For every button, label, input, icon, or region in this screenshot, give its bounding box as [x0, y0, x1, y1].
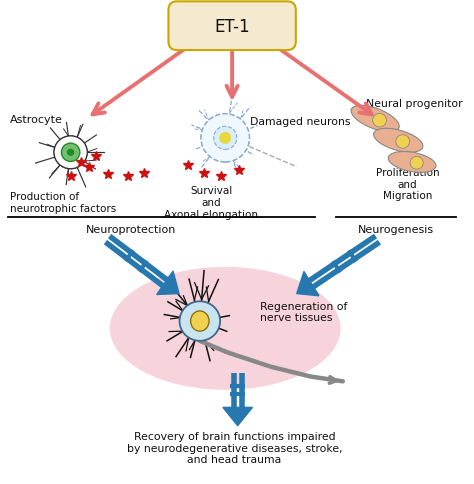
Ellipse shape	[54, 136, 87, 169]
Ellipse shape	[374, 129, 423, 153]
Text: Production of
neurotrophic factors: Production of neurotrophic factors	[9, 192, 116, 213]
Ellipse shape	[201, 115, 249, 163]
Polygon shape	[223, 408, 253, 426]
Ellipse shape	[180, 302, 220, 341]
Ellipse shape	[396, 136, 410, 149]
Ellipse shape	[410, 157, 423, 170]
Text: Astrocyte: Astrocyte	[9, 114, 63, 124]
Text: Proliferation
and
Migration: Proliferation and Migration	[376, 167, 439, 201]
Text: Neuroprotection: Neuroprotection	[85, 225, 176, 235]
Ellipse shape	[219, 133, 231, 145]
Ellipse shape	[388, 152, 436, 173]
Text: Survival
and
Axonal elongation: Survival and Axonal elongation	[164, 186, 258, 219]
Ellipse shape	[61, 144, 80, 162]
Polygon shape	[157, 272, 179, 295]
Text: Neural progenitor: Neural progenitor	[366, 98, 463, 108]
Ellipse shape	[201, 115, 249, 163]
Text: Damaged neurons: Damaged neurons	[250, 117, 350, 127]
Ellipse shape	[191, 311, 209, 332]
Ellipse shape	[110, 267, 341, 390]
Polygon shape	[297, 272, 319, 296]
Text: Neurogenesis: Neurogenesis	[358, 225, 434, 235]
Ellipse shape	[373, 114, 386, 128]
Ellipse shape	[351, 106, 399, 133]
FancyBboxPatch shape	[168, 2, 296, 51]
Text: Regeneration of
nerve tissues: Regeneration of nerve tissues	[260, 301, 347, 322]
Ellipse shape	[54, 136, 87, 169]
Text: ET-1: ET-1	[214, 18, 250, 36]
Ellipse shape	[214, 127, 237, 150]
Text: Recovery of brain functions impaired
by neurodegenerative diseases, stroke,
and : Recovery of brain functions impaired by …	[127, 431, 342, 465]
Ellipse shape	[67, 150, 74, 157]
